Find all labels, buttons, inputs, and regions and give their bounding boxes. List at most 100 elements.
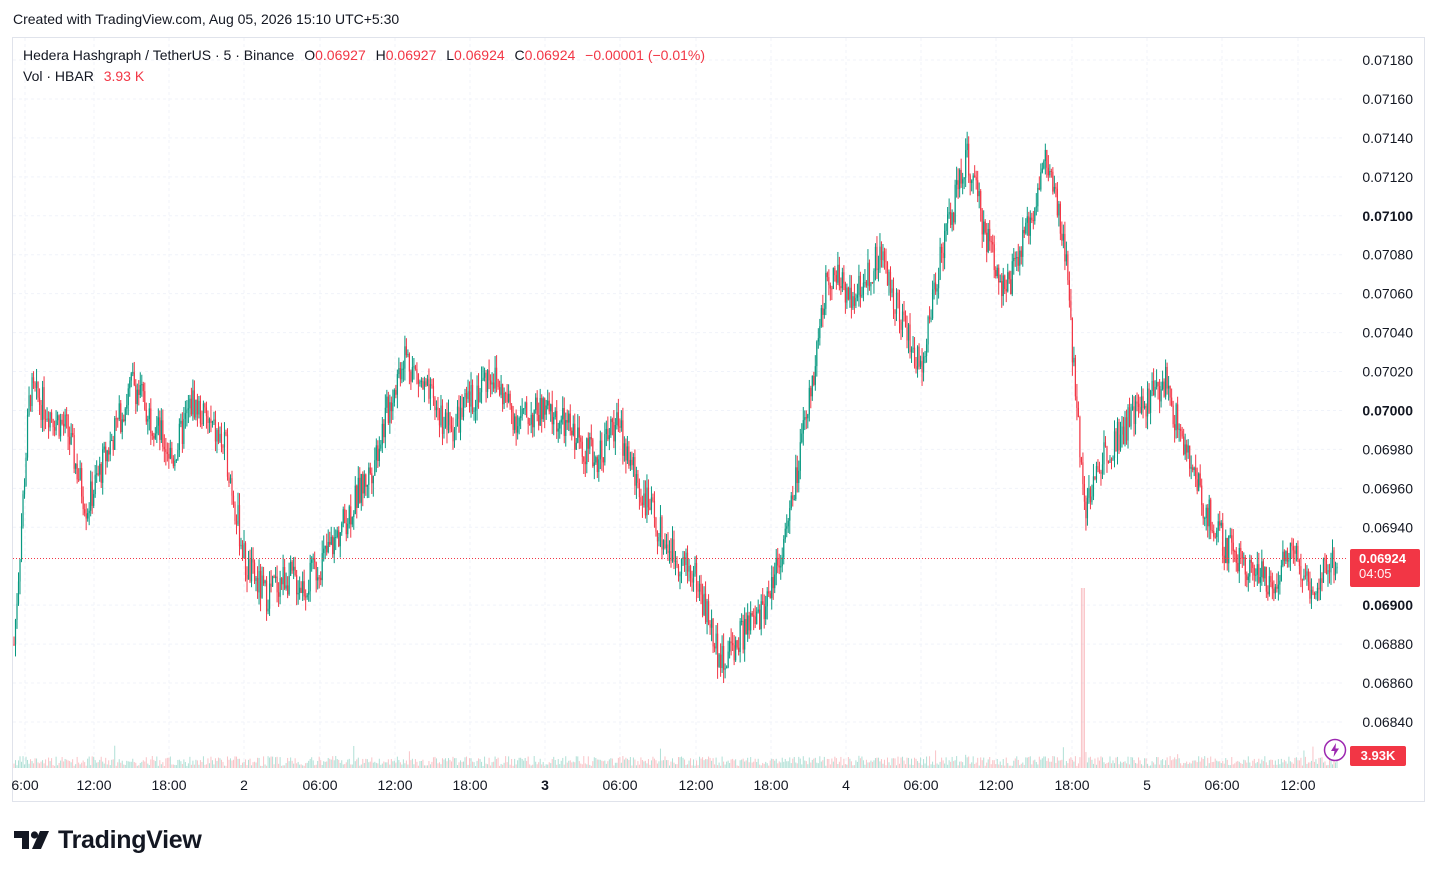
volume-bar: [1092, 763, 1094, 768]
candle-body: [1169, 385, 1171, 398]
volume-bar: [1208, 763, 1210, 768]
chart-frame[interactable]: [12, 37, 1425, 802]
legend-symbol[interactable]: Hedera Hashgraph / TetherUS · 5 · Binanc…: [23, 47, 295, 63]
volume-bar: [521, 758, 523, 768]
candle-body: [912, 347, 914, 349]
volume-bar: [562, 757, 564, 768]
candle-body: [1253, 568, 1255, 576]
lightning-icon[interactable]: [1323, 738, 1347, 762]
volume-bar: [1147, 763, 1149, 768]
volume-bar: [481, 761, 483, 768]
candle-body: [727, 651, 729, 668]
candle-body: [766, 591, 768, 607]
volume-bar: [294, 758, 296, 768]
candle-body: [81, 468, 83, 497]
candle-body: [249, 559, 251, 582]
volume-bar: [1002, 759, 1004, 768]
volume-bar: [1303, 750, 1305, 768]
candle-body: [393, 389, 395, 403]
candle-body: [121, 419, 123, 433]
volume-bar: [789, 757, 791, 768]
volume-bar: [318, 756, 320, 768]
candle-body: [190, 398, 193, 415]
volume-bar: [169, 756, 171, 768]
volume-bar: [1280, 758, 1282, 768]
volume-bar: [1162, 759, 1164, 768]
volume-bar: [799, 758, 801, 768]
candle-body: [572, 423, 574, 436]
candle-body: [44, 419, 47, 421]
candle-body: [846, 287, 848, 303]
candle-body: [1235, 551, 1237, 563]
candle-body: [488, 370, 490, 381]
volume-bar: [327, 757, 329, 768]
candle-body: [166, 452, 168, 454]
candle-body: [172, 458, 174, 467]
candle-body: [542, 398, 544, 420]
candle-body: [883, 251, 886, 261]
candle-body: [792, 495, 794, 500]
volume-bar: [530, 765, 532, 768]
candle-body: [571, 430, 573, 436]
volume-bar: [856, 761, 858, 768]
volume-bar: [768, 765, 770, 768]
candle-body: [787, 520, 789, 527]
volume-bar: [751, 762, 753, 768]
volume-bar: [54, 765, 56, 768]
candle-body: [629, 459, 631, 466]
legend-vol-label[interactable]: Vol · HBAR: [23, 68, 94, 84]
volume-bar: [670, 761, 672, 768]
candle-body: [990, 241, 992, 243]
volume-bar: [55, 756, 57, 768]
candle-body: [144, 391, 146, 410]
volume-bar: [81, 762, 83, 768]
volume-bar: [741, 759, 743, 768]
candle-body: [201, 423, 203, 425]
candle-body: [867, 262, 869, 286]
volume-bar: [966, 757, 968, 768]
volume-bar: [431, 761, 433, 768]
volume-bar: [237, 758, 239, 768]
candle-body: [213, 419, 215, 422]
candle-body: [157, 417, 159, 426]
candle-body: [713, 646, 716, 649]
candle-body: [613, 422, 615, 442]
volume-bar: [688, 760, 690, 768]
volume-bar: [320, 760, 322, 768]
candle-body: [971, 180, 973, 183]
candle-body: [1160, 389, 1162, 402]
legend-high-label: H: [375, 47, 386, 63]
volume-bar: [984, 765, 986, 768]
volume-bar: [1130, 757, 1132, 768]
x-tick-label: 06:00: [602, 777, 637, 793]
volume-bar: [106, 764, 108, 768]
candle-body: [611, 419, 613, 423]
volume-bar: [422, 759, 424, 768]
volume-bar: [756, 762, 758, 768]
volume-bar: [338, 759, 340, 768]
volume-bar: [944, 763, 946, 768]
volume-bar: [832, 761, 834, 768]
candle-body: [521, 408, 523, 417]
volume-bar: [245, 759, 247, 768]
candle-body: [924, 356, 926, 358]
volume-bar: [512, 765, 514, 768]
candle-body: [168, 453, 170, 459]
volume-bar: [1241, 763, 1243, 768]
volume-bar: [676, 764, 678, 768]
candle-body: [1322, 558, 1325, 583]
volume-bar: [678, 757, 680, 768]
tradingview-logo[interactable]: TradingView: [14, 825, 202, 855]
candle-body: [281, 578, 283, 585]
candle-body: [497, 379, 499, 388]
x-tick-label: 18:00: [151, 777, 186, 793]
volume-bar: [1032, 760, 1034, 768]
volume-bar: [1056, 757, 1058, 768]
volume-bar: [177, 759, 179, 768]
volume-bar: [1184, 763, 1186, 768]
candle-body: [1294, 550, 1296, 554]
candle-body: [1180, 428, 1182, 431]
candle-body: [441, 405, 444, 434]
volume-bar: [18, 760, 20, 768]
